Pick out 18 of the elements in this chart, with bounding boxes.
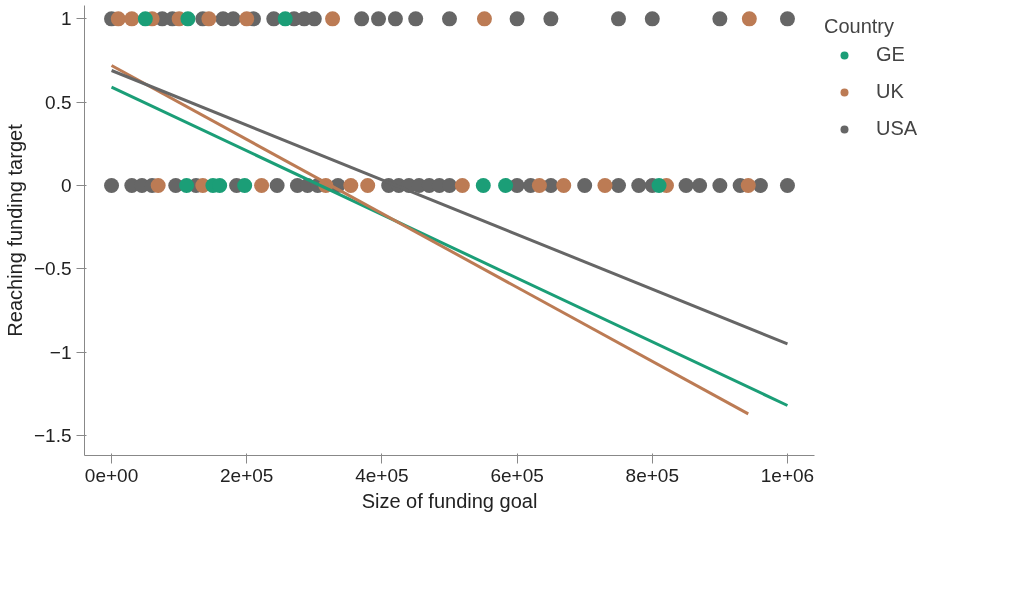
legend-title: Country [824,15,896,38]
y-tick-label: −1 [49,341,72,363]
y-tick-label: −0.5 [33,258,72,280]
legend-label: USA [876,117,918,140]
x-tick-label: 1e+06 [760,464,815,486]
x-tick-label: 8e+05 [625,464,679,486]
legend-label: GE [876,43,905,66]
x-tick-label: 0e+00 [84,464,139,486]
y-tick-label: −1.5 [33,425,72,446]
x-tick-label: 4e+05 [355,464,409,486]
x-tick-label: 2e+05 [220,464,274,486]
y-tick-label: 0.5 [45,91,72,113]
legend-label: UK [876,80,904,103]
y-axis-title: Reaching funding target [3,123,26,337]
y-tick-label: 1 [60,8,72,30]
y-tick-label: 0 [60,175,72,196]
x-axis-title: Size of funding goal [361,489,538,512]
x-tick-label: 6e+05 [490,464,544,486]
